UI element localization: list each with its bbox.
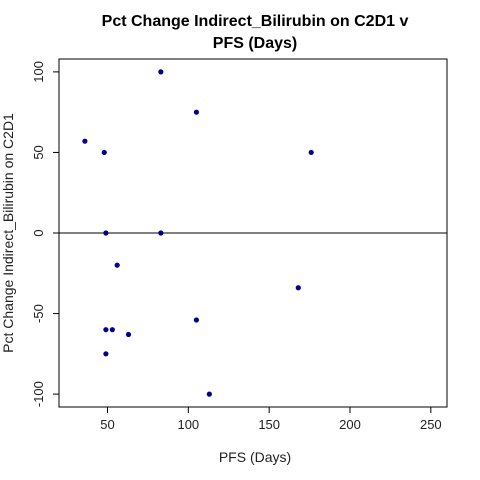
- x-axis: 50 100 150 200 250: [100, 406, 442, 432]
- chart-title-line-1: Pct Change Indirect_Bilirubin on C2D1 v: [102, 13, 409, 30]
- x-tick-label: 250: [420, 417, 442, 432]
- data-point: [295, 285, 301, 291]
- data-point: [206, 391, 212, 397]
- y-tick-label: 0: [31, 229, 46, 236]
- x-tick-label: 150: [258, 417, 280, 432]
- data-point: [114, 262, 120, 268]
- data-point: [103, 230, 109, 236]
- data-point: [109, 327, 115, 333]
- x-axis-label: PFS (Days): [219, 449, 291, 465]
- data-point: [101, 149, 107, 156]
- data-points: [82, 69, 314, 397]
- y-tick-label: 100: [31, 61, 46, 83]
- data-point: [103, 351, 109, 357]
- y-axis: -100 -50 0 50 100: [31, 61, 60, 407]
- data-point: [308, 149, 314, 156]
- data-point: [103, 327, 109, 333]
- data-point: [193, 109, 200, 115]
- x-tick-label: 50: [100, 417, 114, 432]
- y-axis-label: Pct Change Indirect_Bilirubin on C2D1: [0, 113, 16, 353]
- y-tick-label: 50: [31, 145, 46, 159]
- data-point: [82, 138, 88, 144]
- data-point: [193, 317, 200, 323]
- data-point: [158, 230, 164, 236]
- data-point: [125, 331, 132, 338]
- data-point: [158, 69, 164, 75]
- y-tick-label: -50: [31, 304, 46, 323]
- chart-title-line-2: PFS (Days): [213, 35, 297, 52]
- x-tick-label: 100: [177, 417, 199, 432]
- y-tick-label: -100: [31, 381, 46, 407]
- x-tick-label: 200: [339, 417, 361, 432]
